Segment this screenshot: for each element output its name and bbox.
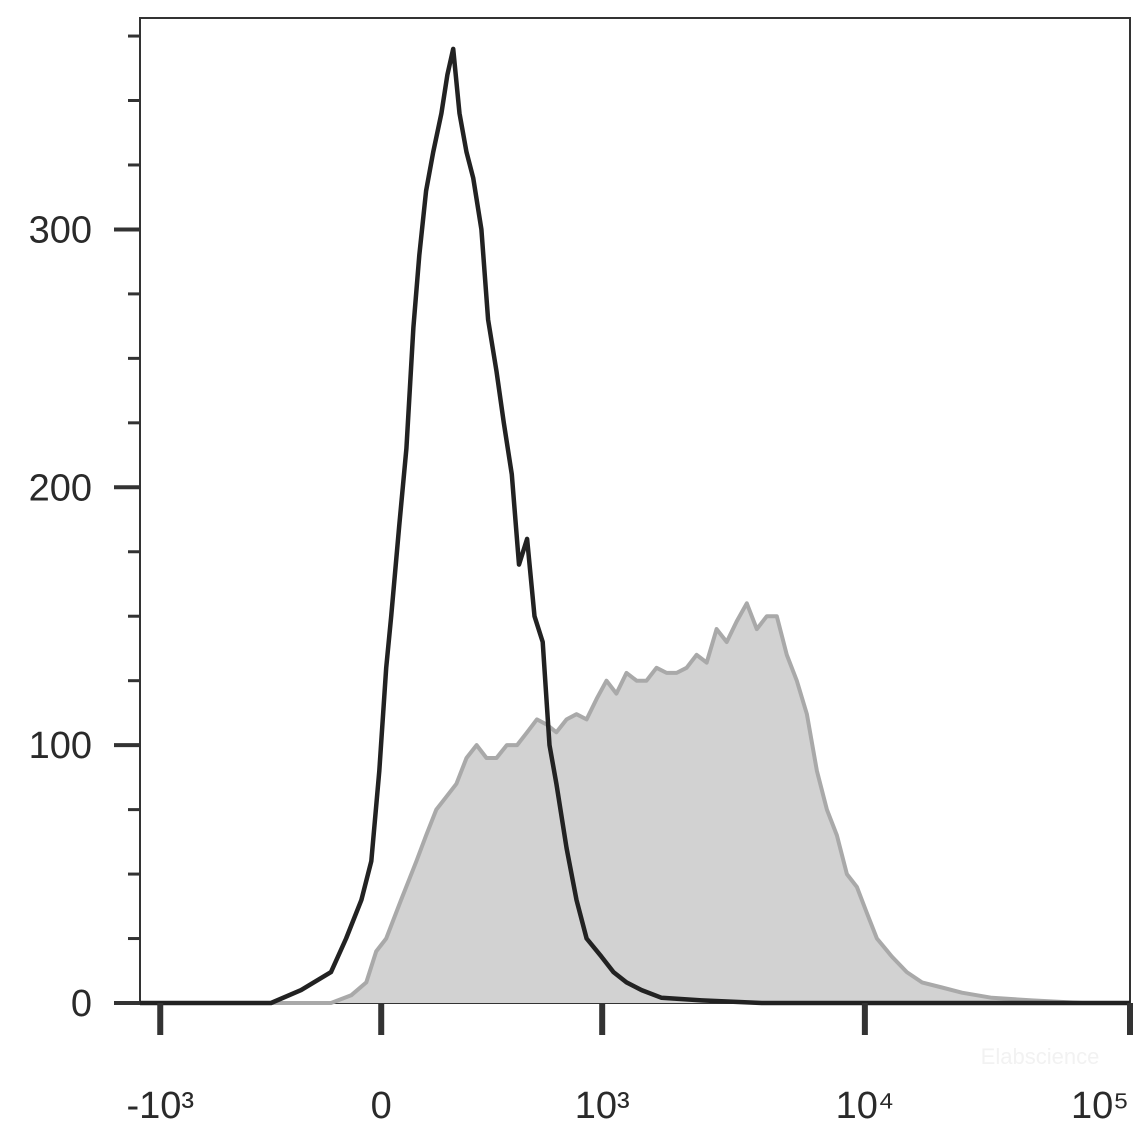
x-tick-label: 10⁴ — [836, 1085, 895, 1127]
histogram-line — [140, 46, 1130, 1006]
x-tick-label: -10³ — [126, 1085, 194, 1127]
x-tick-label: 10⁵ — [1071, 1085, 1129, 1127]
histogram-area — [140, 601, 1130, 1005]
x-tick-label: 10³ — [575, 1085, 630, 1127]
y-tick-label: 0 — [71, 983, 92, 1025]
y-tick-label: 300 — [29, 209, 92, 251]
y-tick-label: 200 — [29, 467, 92, 509]
watermark: Elabscience — [981, 1044, 1100, 1069]
y-tick-label: 100 — [29, 725, 92, 767]
x-tick-label: 0 — [371, 1085, 392, 1127]
